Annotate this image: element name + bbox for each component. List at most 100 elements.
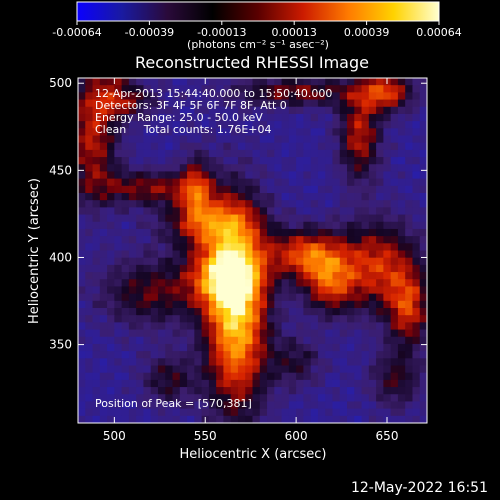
heatmap-cell bbox=[267, 106, 275, 115]
heatmap-cell bbox=[296, 200, 304, 208]
heatmap-cell bbox=[383, 293, 392, 302]
heatmap-cell bbox=[310, 221, 319, 230]
heatmap-cell bbox=[157, 379, 166, 388]
heatmap-cell bbox=[412, 207, 421, 216]
heatmap-cell bbox=[419, 236, 427, 244]
heatmap-cell bbox=[78, 185, 86, 194]
heatmap-cell bbox=[237, 171, 246, 180]
heatmap-cell bbox=[347, 387, 355, 395]
heatmap-cell bbox=[347, 315, 355, 323]
heatmap-cell bbox=[376, 401, 384, 410]
heatmap-cell bbox=[267, 221, 275, 230]
heatmap-cell bbox=[216, 236, 225, 244]
heatmap-cell bbox=[310, 343, 319, 352]
heatmap-cell bbox=[419, 135, 427, 144]
heatmap-cell bbox=[296, 178, 304, 187]
heatmap-cell bbox=[259, 85, 268, 93]
heatmap-cell bbox=[288, 243, 297, 252]
heatmap-cell bbox=[187, 135, 195, 144]
heatmap-cell bbox=[99, 121, 108, 129]
heatmap-cell bbox=[187, 200, 195, 208]
heatmap-cell bbox=[390, 99, 399, 108]
heatmap-cell bbox=[121, 372, 130, 381]
heatmap-cell bbox=[419, 264, 427, 273]
heatmap-cell bbox=[230, 185, 239, 194]
heatmap-cell bbox=[259, 214, 268, 223]
heatmap-cell bbox=[194, 200, 203, 208]
heatmap-cell bbox=[296, 121, 304, 129]
heatmap-cell bbox=[223, 207, 232, 216]
heatmap-cell bbox=[201, 99, 210, 108]
heatmap-cell bbox=[128, 379, 137, 388]
heatmap-cell bbox=[412, 415, 421, 423]
heatmap-cell bbox=[397, 78, 406, 86]
heatmap-cell bbox=[114, 142, 123, 151]
heatmap-cell bbox=[128, 329, 137, 338]
heatmap-cell bbox=[310, 99, 319, 108]
heatmap-cell bbox=[325, 401, 334, 410]
heatmap-cell bbox=[237, 228, 246, 237]
heatmap-cell bbox=[194, 228, 203, 237]
heatmap-cell bbox=[107, 300, 115, 309]
heatmap-cell bbox=[325, 200, 334, 208]
heatmap-cell bbox=[419, 185, 427, 194]
heatmap-cell bbox=[259, 121, 268, 129]
heatmap-cell bbox=[92, 128, 101, 137]
heatmap-cell bbox=[317, 78, 326, 86]
heatmap-cell bbox=[114, 293, 123, 302]
heatmap-cell bbox=[136, 164, 145, 173]
heatmap-cell bbox=[208, 92, 217, 101]
heatmap-cell bbox=[376, 113, 384, 122]
heatmap-cell bbox=[259, 164, 268, 173]
heatmap-cell bbox=[332, 92, 341, 101]
heatmap-cell bbox=[99, 171, 108, 180]
heatmap-cell bbox=[78, 408, 86, 417]
heatmap-cell bbox=[223, 228, 232, 237]
heatmap-cell bbox=[332, 228, 341, 237]
heatmap-cell bbox=[412, 358, 421, 367]
heatmap-cell bbox=[259, 293, 268, 302]
heatmap-cell bbox=[281, 157, 290, 165]
heatmap-cell bbox=[303, 322, 312, 331]
heatmap-cell bbox=[99, 128, 108, 137]
heatmap-cell bbox=[187, 78, 195, 86]
heatmap-cell bbox=[412, 394, 421, 403]
heatmap-cell bbox=[136, 358, 145, 367]
heatmap-cell bbox=[136, 415, 145, 423]
heatmap-cell bbox=[390, 343, 399, 352]
heatmap-cell bbox=[368, 157, 377, 165]
heatmap-cell bbox=[136, 157, 145, 165]
heatmap-cell bbox=[267, 264, 275, 273]
heatmap-cell bbox=[296, 228, 304, 237]
heatmap-cell bbox=[150, 401, 159, 410]
heatmap-cell bbox=[216, 207, 225, 216]
heatmap-cell bbox=[274, 185, 283, 194]
heatmap-cell bbox=[99, 200, 108, 208]
heatmap-cell bbox=[136, 99, 145, 108]
heatmap-cell bbox=[216, 329, 225, 338]
heatmap-cell bbox=[230, 415, 239, 423]
heatmap-cell bbox=[339, 394, 348, 403]
heatmap-cell bbox=[267, 308, 275, 316]
heatmap-cell bbox=[114, 193, 123, 201]
heatmap-cell bbox=[237, 387, 246, 395]
heatmap-cell bbox=[128, 121, 137, 129]
heatmap-cell bbox=[325, 92, 334, 101]
heatmap-cell bbox=[325, 236, 334, 244]
heatmap-cell bbox=[208, 365, 217, 374]
heatmap-cell bbox=[252, 322, 261, 331]
heatmap-cell bbox=[237, 250, 246, 259]
heatmap-cell bbox=[361, 142, 370, 151]
heatmap-cell bbox=[187, 365, 195, 374]
heatmap-cell bbox=[267, 185, 275, 194]
heatmap-cell bbox=[121, 336, 130, 345]
heatmap-cell bbox=[303, 92, 312, 101]
heatmap-cell bbox=[339, 257, 348, 266]
heatmap-cell bbox=[230, 121, 239, 129]
heatmap-cell bbox=[172, 92, 181, 101]
heatmap-cell bbox=[85, 379, 94, 388]
heatmap-cell bbox=[223, 308, 232, 316]
heatmap-cell bbox=[332, 78, 341, 86]
heatmap-cell bbox=[172, 379, 181, 388]
heatmap-cell bbox=[288, 257, 297, 266]
